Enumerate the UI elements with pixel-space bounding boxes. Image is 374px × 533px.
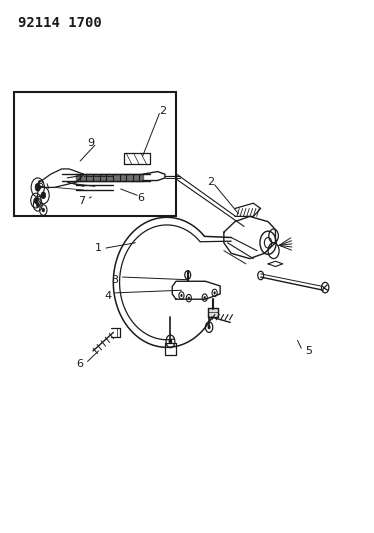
Text: 7: 7 — [79, 196, 86, 206]
Text: 4: 4 — [104, 290, 111, 301]
Text: 92114 1700: 92114 1700 — [18, 16, 101, 30]
Circle shape — [36, 203, 39, 207]
Text: 5: 5 — [305, 346, 312, 356]
Text: 3: 3 — [112, 274, 119, 285]
Text: 6: 6 — [137, 193, 144, 203]
Circle shape — [214, 292, 216, 294]
Bar — [14, 92, 176, 216]
Circle shape — [208, 325, 211, 329]
Circle shape — [34, 198, 38, 204]
Text: 8: 8 — [36, 180, 43, 190]
Polygon shape — [208, 308, 218, 317]
Polygon shape — [76, 174, 143, 181]
Text: 1: 1 — [95, 243, 102, 253]
Circle shape — [180, 294, 183, 297]
Text: 6: 6 — [77, 359, 84, 369]
Text: 2: 2 — [159, 106, 166, 116]
Circle shape — [42, 208, 45, 212]
Text: 9: 9 — [88, 138, 95, 148]
Circle shape — [41, 192, 46, 199]
Circle shape — [203, 296, 206, 299]
Text: 2: 2 — [208, 177, 215, 187]
Circle shape — [188, 296, 190, 300]
Circle shape — [35, 183, 40, 191]
Circle shape — [169, 339, 172, 344]
